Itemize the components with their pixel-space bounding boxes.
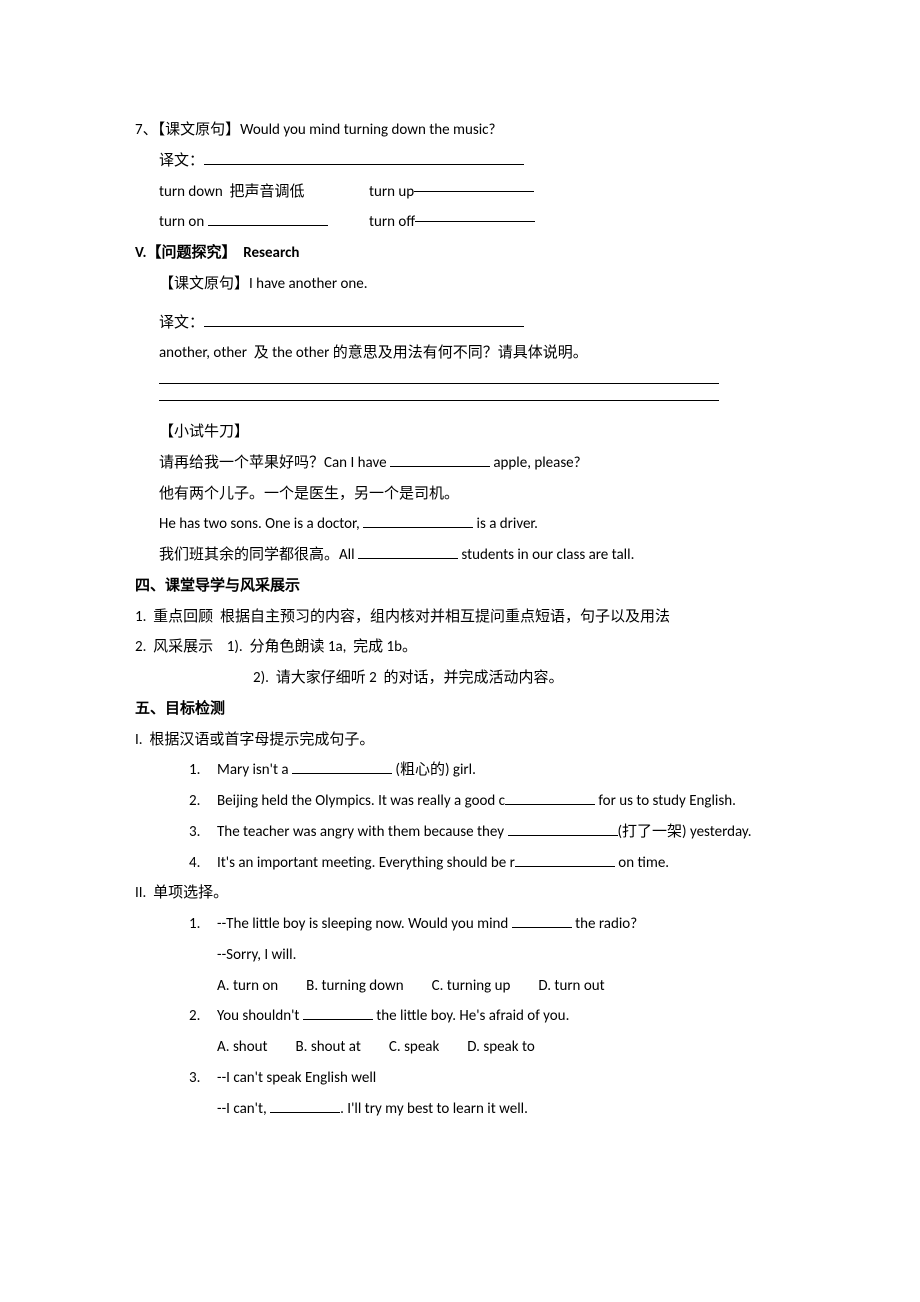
blank-fill[interactable] [204, 312, 524, 327]
turn-up-label: turn up [369, 177, 414, 208]
part-i-heading: I. 根据汉语或首字母提示完成句子。 [135, 725, 792, 756]
blank-fill[interactable] [358, 544, 458, 559]
option-b[interactable]: B. turning down [306, 971, 403, 1002]
try-label: 【小试牛刀】 [135, 417, 792, 448]
q7-row1: turn down 把声音调低 turn up [135, 177, 792, 208]
blank-fill[interactable] [390, 452, 490, 467]
blank-fill[interactable] [363, 513, 473, 528]
q7-text: Would you mind turning down the music? [240, 121, 495, 139]
mc-item-3: 3. --I can't speak English well --I can'… [189, 1063, 792, 1125]
v-prompt: another, other 及 the other 的意思及用法有何不同？请具… [135, 338, 792, 369]
option-c[interactable]: C. turning up [432, 971, 511, 1002]
q7-source: 7、【课文原句】Would you mind turning down the … [135, 115, 792, 146]
turn-on-label: turn on [159, 213, 204, 231]
blank-fill[interactable] [415, 207, 535, 222]
fill-item-2: 2. Beijing held the Olympics. It was rea… [189, 786, 792, 817]
blank-line[interactable] [159, 383, 719, 384]
turn-off-label: turn off [369, 207, 415, 238]
fill-item-3: 3. The teacher was angry with them becau… [189, 817, 792, 848]
option-d[interactable]: D. speak to [467, 1032, 534, 1063]
blank-fill[interactable] [512, 913, 572, 928]
q7-translation-row: 译文： [135, 146, 792, 177]
section-4-heading: 四、课堂导学与风采展示 [135, 571, 792, 602]
v-translation-row: 译文： [135, 308, 792, 339]
blank-fill[interactable] [204, 150, 524, 165]
s4-p2: 2. 风采展示 1). 分角色朗读 1a, 完成 1b。 [135, 632, 792, 663]
part-ii-heading: II. 单项选择。 [135, 878, 792, 909]
item-number: 2. [189, 1001, 217, 1063]
blank-fill[interactable] [303, 1005, 373, 1020]
try-s2: 他有两个儿子。一个是医生，另一个是司机。 [135, 479, 792, 510]
section-v-heading: V.【问题探究】 Research [135, 238, 792, 269]
translation-label: 译文： [159, 152, 204, 170]
mc-item-2: 2. You shouldn't the little boy. He's af… [189, 1001, 792, 1063]
fill-item-1: 1. Mary isn't a (粗心的) girl. [189, 755, 792, 786]
option-b[interactable]: B. shout at [296, 1032, 361, 1063]
blank-fill[interactable] [508, 821, 618, 836]
item-number: 1. [189, 909, 217, 1001]
try-s4: 我们班其余的同学都很高。All students in our class ar… [135, 540, 792, 571]
source-text: I have another one. [249, 275, 367, 293]
option-a[interactable]: A. shout [217, 1032, 268, 1063]
item-number: 1. [189, 755, 217, 786]
mc-item-1: 1. --The little boy is sleeping now. Wou… [189, 909, 792, 1001]
blank-fill[interactable] [292, 759, 392, 774]
item-number: 2. [189, 786, 217, 817]
mc3-q: --I can't speak English well [217, 1063, 792, 1094]
q7-label: 7、【课文原句】 [135, 121, 240, 139]
option-c[interactable]: C. speak [389, 1032, 439, 1063]
s4-p1: 1. 重点回顾 根据自主预习的内容，组内核对并相互提问重点短语，句子以及用法 [135, 602, 792, 633]
option-d[interactable]: D. turn out [538, 971, 604, 1002]
v-source: 【课文原句】I have another one. [135, 269, 792, 300]
translation-label: 译文： [159, 314, 204, 332]
fill-item-4: 4. It's an important meeting. Everything… [189, 848, 792, 879]
try-s3: He has two sons. One is a doctor, is a d… [135, 509, 792, 540]
blank-fill[interactable] [414, 177, 534, 192]
option-a[interactable]: A. turn on [217, 971, 278, 1002]
blank-line[interactable] [159, 400, 719, 401]
item-number: 3. [189, 817, 217, 848]
blank-fill[interactable] [515, 852, 615, 867]
blank-fill[interactable] [208, 211, 328, 226]
blank-fill[interactable] [270, 1098, 340, 1113]
source-label: 【课文原句】 [159, 275, 249, 293]
item-number: 4. [189, 848, 217, 879]
q7-row2: turn on turn off [135, 207, 792, 238]
try-s1: 请再给我一个苹果好吗？Can I have apple, please? [135, 448, 792, 479]
item-number: 3. [189, 1063, 217, 1125]
section-5-heading: 五、目标检测 [135, 694, 792, 725]
blank-fill[interactable] [505, 790, 595, 805]
mc1-reply: --Sorry, I will. [217, 940, 792, 971]
turn-down-def: turn down 把声音调低 [159, 177, 369, 208]
s4-p3: 2). 请大家仔细听 2 的对话，并完成活动内容。 [135, 663, 792, 694]
